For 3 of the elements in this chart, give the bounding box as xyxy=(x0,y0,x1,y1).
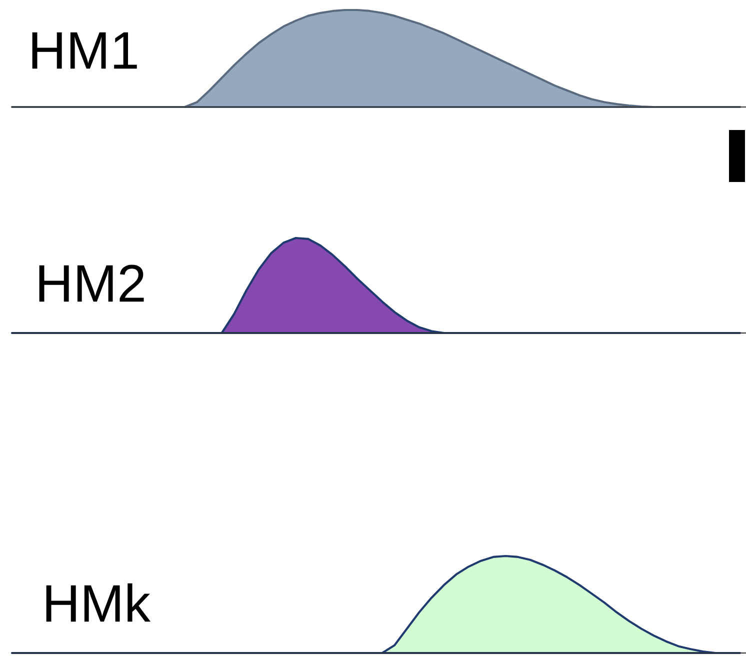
series-label: HM1 xyxy=(32,32,137,69)
series-label: HM2 xyxy=(39,264,144,302)
series-label: HMk xyxy=(46,583,151,622)
